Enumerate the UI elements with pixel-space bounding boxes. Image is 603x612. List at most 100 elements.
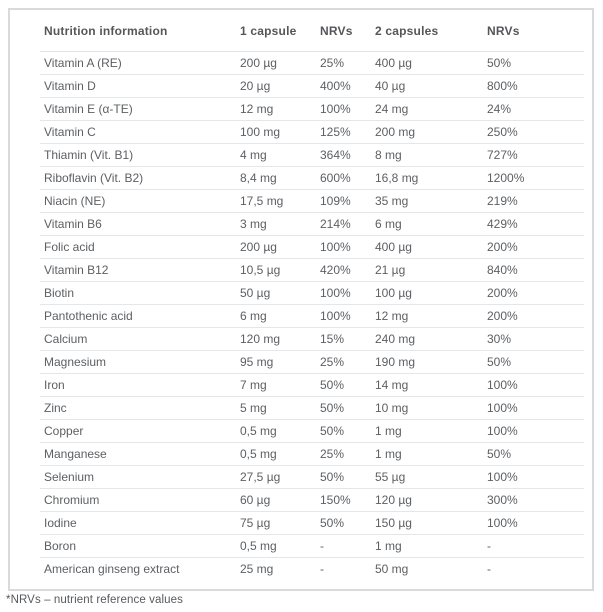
cell-1-capsule-amount: 12 mg — [240, 97, 320, 121]
cell-nrv-2: 100% — [487, 373, 584, 397]
cell-2-capsules-amount: 14 mg — [375, 373, 487, 397]
cell-2-capsules-amount: 6 mg — [375, 212, 487, 236]
cell-nrv-2: 200% — [487, 304, 584, 328]
cell-nrv-1: 400% — [320, 74, 375, 98]
cell-2-capsules-amount: 400 µg — [375, 235, 487, 259]
cell-nutrient-name: Pantothenic acid — [40, 304, 240, 328]
cell-1-capsule-amount: 50 µg — [240, 281, 320, 305]
cell-2-capsules-amount: 190 mg — [375, 350, 487, 374]
cell-nutrient-name: Manganese — [40, 442, 240, 466]
cell-nutrient-name: Folic acid — [40, 235, 240, 259]
cell-nrv-2: 50% — [487, 51, 584, 75]
cell-nutrient-name: Biotin — [40, 281, 240, 305]
cell-nrv-2: 50% — [487, 442, 584, 466]
cell-nutrient-name: Copper — [40, 419, 240, 443]
cell-nutrient-name: Iron — [40, 373, 240, 397]
cell-1-capsule-amount: 17,5 mg — [240, 189, 320, 213]
table-row: Niacin (NE) 17,5 mg 109% 35 mg 219% — [40, 189, 584, 213]
column-header-nrvs-1: NRVs — [320, 10, 375, 52]
cell-1-capsule-amount: 200 µg — [240, 51, 320, 75]
cell-1-capsule-amount: 6 mg — [240, 304, 320, 328]
cell-1-capsule-amount: 60 µg — [240, 488, 320, 512]
cell-nrv-1: - — [320, 534, 375, 558]
cell-nutrient-name: Thiamin (Vit. B1) — [40, 143, 240, 167]
cell-2-capsules-amount: 8 mg — [375, 143, 487, 167]
cell-nutrient-name: Iodine — [40, 511, 240, 535]
cell-1-capsule-amount: 25 mg — [240, 562, 274, 576]
table-row: Pantothenic acid 6 mg 100% 12 mg 200% — [40, 304, 584, 328]
table-row: Folic acid 200 µg 100% 400 µg 200% — [40, 235, 584, 259]
cell-2-capsules-amount: 150 µg — [375, 511, 487, 535]
cell-nrv-2: 727% — [487, 143, 584, 167]
cell-1-capsule-amount: 100 mg — [240, 120, 320, 144]
cell-nrv-2: 250% — [487, 120, 584, 144]
cell-nrv-1: 15% — [320, 327, 375, 351]
cell-2-capsules-amount: 16,8 mg — [375, 166, 487, 190]
cell-nrv-2: 100% — [487, 396, 584, 420]
cell-nutrient-name: Vitamin A (RE) — [40, 51, 240, 75]
cell-nrv-1: 364% — [320, 143, 375, 167]
table-body: Vitamin A (RE) 200 µg 25% 400 µg 50% Vitamin … — [40, 51, 584, 581]
cell-nrv-1: 420% — [320, 258, 375, 282]
cell-nutrient-name: American ginseng extract — [44, 562, 180, 576]
cell-nrv-1: 100% — [320, 97, 375, 121]
cell-nrv-1: 125% — [320, 120, 375, 144]
cell-1-capsule-amount: 7 mg — [240, 373, 320, 397]
cell-nutrient-name: Magnesium — [40, 350, 240, 374]
table-row: Boron 0,5 mg -1 mg - — [40, 534, 584, 558]
cell-nrv-1: 25% — [320, 51, 375, 75]
cell-nrv-1: 25% — [320, 442, 375, 466]
cell-2-capsules-amount: 35 mg — [375, 189, 487, 213]
cell-nrv-1: 100% — [320, 235, 375, 259]
cell-nrv-1: 50% — [320, 373, 375, 397]
table-row: Chromium 60 µg 150% 120 µg 300% — [40, 488, 584, 512]
table-row: Magnesium 95 mg 25% 190 mg 50% — [40, 350, 584, 374]
cell-nrv-2: - — [487, 562, 491, 576]
cell-2-capsules-amount: 100 µg — [375, 281, 487, 305]
cell-1-capsule-amount: 8,4 mg — [240, 166, 320, 190]
nrv-footnote: *NRVs – nutrient reference values — [6, 594, 183, 606]
table-row: Biotin 50 µg 100% 100 µg 200% — [40, 281, 584, 305]
table-row: Vitamin B12 10,5 µg 420% 21 µg 840% — [40, 258, 584, 282]
cell-2-capsules-amount: 24 mg — [375, 97, 487, 121]
cell-2-capsules-amount: 55 µg — [375, 465, 487, 489]
cell-nrv-2: 100% — [487, 465, 584, 489]
table-row: Vitamin C 100 mg 125% 200 mg 250% — [40, 120, 584, 144]
cell-nrv-1: 109% — [320, 189, 375, 213]
cell-nutrient-name: Vitamin C — [40, 120, 240, 144]
cell-nutrient-name: Selenium — [40, 465, 240, 489]
cell-nrv-1: 25% — [320, 350, 375, 374]
table-row: Vitamin B6 3 mg 214% 6 mg 429% — [40, 212, 584, 236]
cell-1-capsule-amount: 0,5 mg — [240, 442, 320, 466]
cell-nrv-2: 100% — [487, 419, 584, 443]
cell-nutrient-name: Niacin (NE) — [40, 189, 240, 213]
cell-nrv-1: 50% — [320, 511, 375, 535]
cell-2-capsules-amount: 10 mg — [375, 396, 487, 420]
cell-nutrient-name: Zinc — [40, 396, 240, 420]
cell-2-capsules-amount: 21 µg — [375, 258, 487, 282]
cell-1-capsule-amount: 95 mg — [240, 350, 320, 374]
cell-1-capsule-amount: 75 µg — [240, 511, 320, 535]
cell-nrv-1: 600% — [320, 166, 375, 190]
cell-2-capsules-amount: 1 mg — [375, 419, 487, 443]
cell-nutrient-name: Vitamin E (α-TE) — [40, 97, 240, 121]
table-row: Calcium 120 mg 15% 240 mg 30% — [40, 327, 584, 351]
column-header-nrvs-2: NRVs — [487, 10, 584, 52]
table-row: Manganese 0,5 mg 25% 1 mg 50% — [40, 442, 584, 466]
cell-2-capsules-amount: 400 µg — [375, 51, 487, 75]
nutrition-table-box: Nutrition information 1 capsule NRVs 2 c… — [8, 8, 594, 591]
cell-1-capsule-amount: 200 µg — [240, 235, 320, 259]
cell-nrv-2: 24% — [487, 97, 584, 121]
column-header-1-capsule: 1 capsule — [240, 10, 320, 52]
table-row: Zinc 5 mg 50% 10 mg 100% — [40, 396, 584, 420]
table-row: Selenium 27,5 µg 50% 55 µg 100% — [40, 465, 584, 489]
cell-nrv-2: 219% — [487, 189, 584, 213]
cell-nutrient-name: Vitamin D — [40, 74, 240, 98]
table-row: Vitamin D 20 µg 400% 40 µg 800% — [40, 74, 584, 98]
cell-nutrient-name: Chromium — [40, 488, 240, 512]
cell-nutrient-name: Calcium — [40, 327, 240, 351]
cell-1-capsule-amount: 0,5 mg — [240, 534, 320, 558]
cell-2-capsules-amount: 1 mg — [375, 442, 487, 466]
cell-1-capsule-amount: 0,5 mg — [240, 419, 320, 443]
